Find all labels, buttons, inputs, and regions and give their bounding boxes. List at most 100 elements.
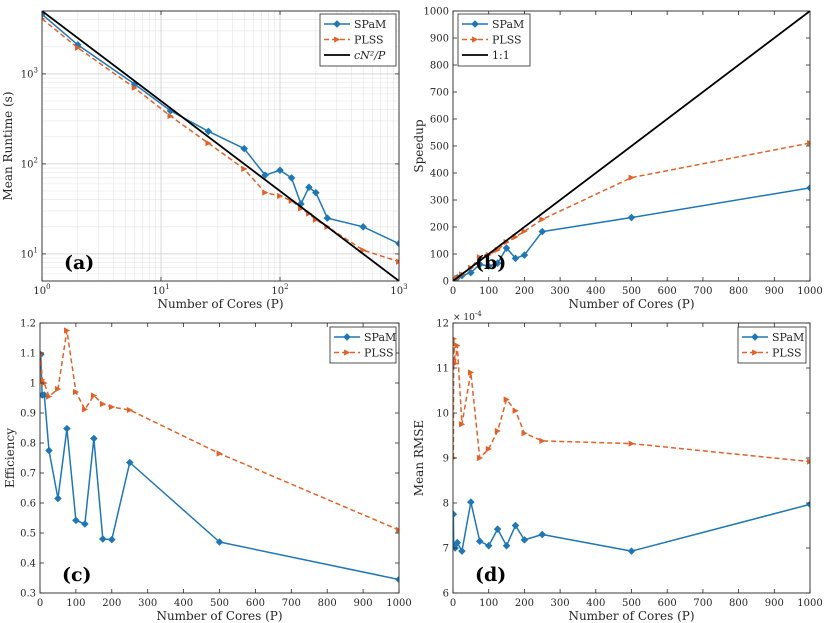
x-tick-label: 400 <box>586 286 605 297</box>
x-tick-label: 400 <box>586 598 605 609</box>
y-tick-label: 0 <box>443 277 449 288</box>
series-layer <box>453 11 810 281</box>
data-point-triangle <box>126 406 134 414</box>
data-point-triangle <box>521 430 528 437</box>
y-tick-label: 800 <box>430 61 449 72</box>
x-tick-exponent: 3 <box>403 283 407 291</box>
data-point-diamond <box>63 424 71 433</box>
data-point-triangle <box>42 17 46 21</box>
y-tick-label: 103 <box>21 66 38 80</box>
x-tick-label: 400 <box>174 598 193 609</box>
y-tick-label: 400 <box>430 169 449 180</box>
data-point-diamond <box>395 239 399 248</box>
x-tick-label: 900 <box>354 598 373 609</box>
data-point-triangle <box>476 454 484 462</box>
legend-label: PLSS <box>364 347 394 360</box>
y-tick-label: 0.3 <box>20 589 36 600</box>
data-point-triangle <box>539 437 546 444</box>
data-point-diamond <box>751 333 759 341</box>
data-point-diamond <box>312 188 320 197</box>
data-point-diamond <box>287 174 296 182</box>
data-point-triangle <box>459 421 466 428</box>
data-point-triangle <box>55 385 62 393</box>
y-tick-label: 102 <box>21 156 38 170</box>
data-point-diamond <box>806 184 810 192</box>
data-point-triangle <box>807 139 810 147</box>
data-point-diamond <box>359 223 367 231</box>
x-tick-label: 0 <box>450 598 456 609</box>
data-point-triangle <box>262 189 269 196</box>
panel-label: (b) <box>475 252 506 274</box>
y-tick-label: 11 <box>436 364 449 375</box>
data-point-diamond <box>520 251 529 259</box>
data-point-diamond <box>467 498 475 506</box>
y-tick-label: 0.9 <box>20 409 36 420</box>
x-tick-label: 100 <box>479 286 498 297</box>
legend-box <box>329 326 397 364</box>
data-point-triangle <box>99 400 107 408</box>
x-tick-label: 600 <box>246 598 265 609</box>
x-tick-label: 200 <box>515 598 534 609</box>
y-axis-label: Efficiency <box>3 428 17 488</box>
x-tick-label: 600 <box>658 598 677 609</box>
y-tick-label: 500 <box>430 142 449 153</box>
x-tick-label: 200 <box>102 598 121 609</box>
legend-box <box>737 326 807 364</box>
x-tick-label: 300 <box>551 286 570 297</box>
y-tick-label: 0.4 <box>20 559 36 570</box>
y-tick-label: 7 <box>443 544 449 555</box>
data-point-triangle <box>472 36 479 43</box>
x-tick-label: 100 <box>33 283 50 297</box>
data-point-diamond <box>204 127 213 136</box>
data-point-triangle <box>628 174 635 181</box>
y-axis-label: Speedup <box>412 119 426 173</box>
plot-area <box>40 323 399 593</box>
x-tick-label: 900 <box>765 598 784 609</box>
x-axis-label: Number of Cores (P) <box>568 297 694 311</box>
data-point-triangle <box>74 44 82 51</box>
data-point-diamond <box>476 537 484 546</box>
legend-box <box>319 13 397 67</box>
data-point-triangle <box>454 342 461 349</box>
legend-label: SPaM <box>492 18 524 31</box>
data-point-triangle <box>81 406 89 413</box>
data-point-diamond <box>511 254 520 263</box>
y-tick-label: 700 <box>430 88 449 99</box>
data-point-triangle <box>396 526 399 534</box>
y-tick-label: 600 <box>430 115 449 126</box>
x-axis-label: Number of Cores (P) <box>156 609 282 623</box>
data-point-triangle <box>90 392 98 399</box>
y-tick-label: 0.5 <box>20 529 36 540</box>
data-point-diamond <box>538 227 547 236</box>
x-tick-label: 900 <box>765 286 784 297</box>
data-point-diamond <box>502 244 511 252</box>
x-tick-label: 800 <box>729 598 748 609</box>
data-point-triangle <box>64 327 71 334</box>
data-point-diamond <box>471 20 479 28</box>
x-tick-label: 103 <box>390 283 407 297</box>
legend-label: cN²/P <box>354 49 386 62</box>
data-point-triangle <box>46 393 53 400</box>
y-tick-label: 100 <box>430 250 449 261</box>
x-tick-label: 0 <box>450 286 456 297</box>
x-tick-label: 100 <box>66 598 85 609</box>
data-point-diamond <box>276 166 284 175</box>
y-tick-label: 0.6 <box>20 499 36 510</box>
data-point-triangle <box>503 396 510 403</box>
chart-panel-d: 0 100 200 300 400 500 600 700 800 900 1000 6 7 8 9 10 11… <box>412 310 823 623</box>
y-axis-label: Mean Runtime (s) <box>1 91 15 200</box>
data-point-triangle <box>277 192 284 200</box>
legend-label: 1:1 <box>492 49 510 62</box>
x-tick-exponent: 1 <box>165 283 169 291</box>
y-tick-label: 300 <box>430 196 449 207</box>
x-tick-label: 600 <box>658 286 677 297</box>
x-tick-label: 700 <box>693 286 712 297</box>
legend-label: SPaM <box>364 331 396 344</box>
x-tick-label: 1000 <box>797 598 822 609</box>
data-point-diamond <box>108 535 116 544</box>
x-tick-label: 101 <box>152 283 169 297</box>
y-tick-label: 12 <box>436 319 449 330</box>
data-point-diamond <box>90 434 98 443</box>
data-point-triangle <box>494 427 501 435</box>
x-tick-label: 500 <box>622 286 641 297</box>
